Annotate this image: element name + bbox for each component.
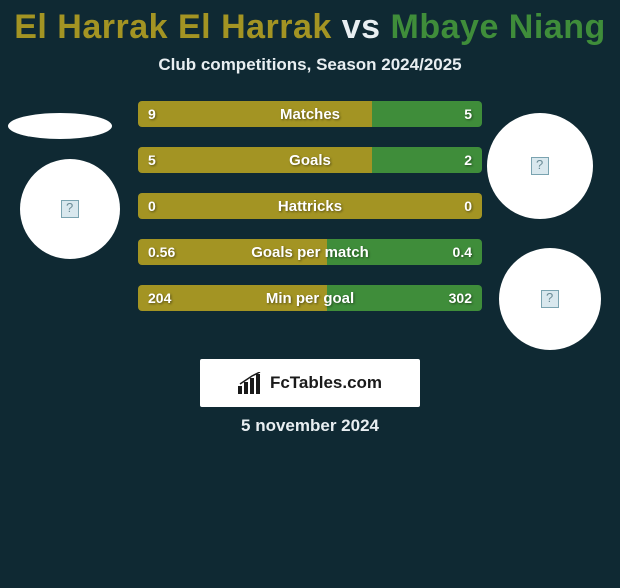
placeholder-icon <box>541 290 559 308</box>
bar-right-fill <box>372 101 482 127</box>
comparison-chart: 95Matches 52Goals 00Hattricks 0.560.4Goals … <box>0 101 620 341</box>
placeholder-icon <box>531 157 549 175</box>
bar-left-fill <box>138 147 372 173</box>
vs-text: vs <box>332 8 391 46</box>
bar-row: 0.560.4Goals per match <box>138 239 482 265</box>
brand-badge: FcTables.com <box>200 359 420 407</box>
player2-avatar-bottom <box>499 248 601 350</box>
player1-avatar <box>20 159 120 259</box>
bar-right-fill <box>372 147 482 173</box>
page-title: El Harrak El Harrak vs Mbaye Niang <box>0 8 620 47</box>
bar-left-fill <box>138 101 372 127</box>
bar-row: 00Hattricks <box>138 193 482 219</box>
bar-group: 95Matches 52Goals 00Hattricks 0.560.4Goals … <box>138 101 482 331</box>
player2-name: Mbaye Niang <box>391 8 606 46</box>
avatar-shadow-ellipse <box>8 113 112 139</box>
bar-row: 204302Min per goal <box>138 285 482 311</box>
player2-avatar-top <box>487 113 593 219</box>
bar-left-fill <box>138 193 482 219</box>
subtitle: Club competitions, Season 2024/2025 <box>0 55 620 75</box>
bar-right-fill <box>327 285 482 311</box>
bar-left-fill <box>138 285 327 311</box>
bar-right-fill <box>327 239 482 265</box>
placeholder-icon <box>61 200 79 218</box>
bars-chart-icon <box>238 372 264 394</box>
bar-row: 52Goals <box>138 147 482 173</box>
bar-left-fill <box>138 239 327 265</box>
brand-text: FcTables.com <box>270 373 382 393</box>
player1-name: El Harrak El Harrak <box>14 8 332 46</box>
bar-row: 95Matches <box>138 101 482 127</box>
date-text: 5 november 2024 <box>0 416 620 436</box>
